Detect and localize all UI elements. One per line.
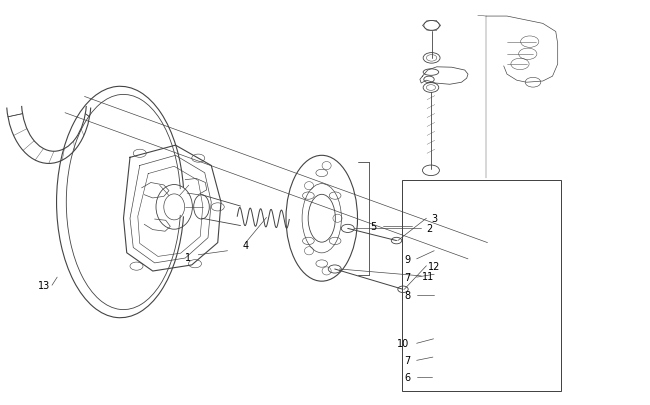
Text: 2: 2	[426, 224, 432, 234]
Text: 10: 10	[397, 339, 409, 348]
Text: 8: 8	[404, 291, 411, 301]
Text: 13: 13	[38, 281, 50, 290]
Text: 7: 7	[404, 356, 411, 365]
Text: 12: 12	[428, 261, 441, 271]
Text: 4: 4	[242, 240, 249, 250]
Bar	[402, 180, 561, 391]
Text: 11: 11	[422, 271, 434, 281]
Text: 3: 3	[431, 214, 437, 224]
Text: 7: 7	[404, 273, 411, 282]
Text: 9: 9	[404, 254, 411, 264]
Text: 5: 5	[370, 222, 377, 232]
Text: 1: 1	[185, 252, 192, 262]
Text: 6: 6	[404, 373, 411, 382]
